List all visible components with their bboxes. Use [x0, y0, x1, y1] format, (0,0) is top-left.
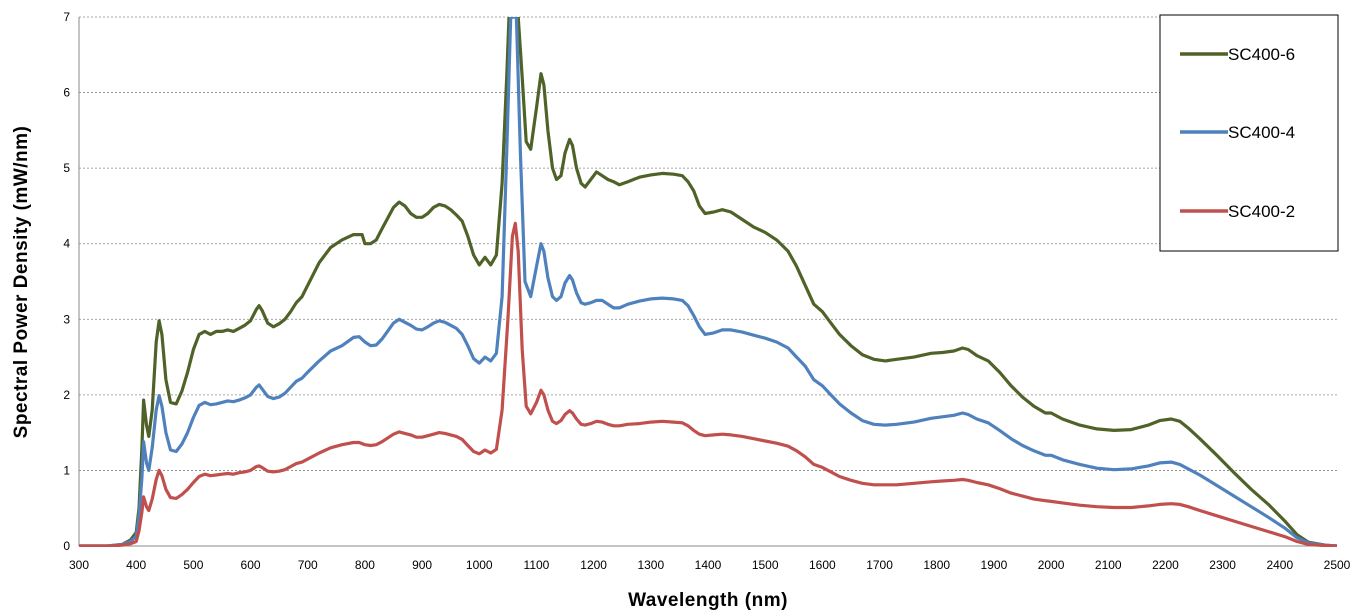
x-tick-label: 1900 — [981, 558, 1008, 572]
x-tick-label: 900 — [412, 558, 432, 572]
x-tick-label: 400 — [126, 558, 146, 572]
y-axis-title: Spectral Power Density (mW/nm) — [11, 126, 32, 439]
x-tick-label: 1300 — [637, 558, 664, 572]
x-tick-label: 1000 — [466, 558, 493, 572]
x-tick-label: 700 — [298, 558, 318, 572]
y-tick-label: 5 — [63, 161, 70, 175]
x-tick-label: 1200 — [580, 558, 607, 572]
x-tick-label: 2400 — [1266, 558, 1293, 572]
x-tick-label: 1800 — [923, 558, 950, 572]
y-tick-label: 4 — [63, 237, 70, 251]
y-tick-label: 3 — [63, 312, 70, 326]
y-tick-labels: 0 1 2 3 4 5 6 7 — [63, 10, 70, 553]
y-tick-label: 2 — [63, 388, 70, 402]
y-tick-label: 1 — [63, 463, 70, 477]
x-tick-label: 2300 — [1209, 558, 1236, 572]
axes — [78, 17, 1337, 547]
series-lines — [79, 17, 1337, 547]
legend-label-sc400-4: SC400-4 — [1228, 123, 1295, 142]
series-line-sc400-6 — [79, 17, 1337, 547]
legend: SC400-6 SC400-4 SC400-2 — [1159, 14, 1339, 252]
x-tick-label: 1400 — [695, 558, 722, 572]
x-tick-label: 1500 — [752, 558, 779, 572]
x-tick-label: 500 — [183, 558, 203, 572]
series-line-sc400-4 — [79, 17, 1337, 547]
x-axis-title: Wavelength (nm) — [628, 590, 788, 611]
legend-label-sc400-6: SC400-6 — [1228, 45, 1295, 64]
y-tick-label: 6 — [63, 86, 70, 100]
series-line-sc400-2 — [79, 221, 1337, 547]
x-tick-label: 300 — [69, 558, 89, 572]
x-tick-label: 800 — [355, 558, 375, 572]
x-tick-label: 2100 — [1095, 558, 1122, 572]
x-tick-label: 1700 — [866, 558, 893, 572]
x-tick-label: 2200 — [1152, 558, 1179, 572]
x-tick-label: 2500 — [1324, 558, 1351, 572]
legend-label-sc400-2: SC400-2 — [1228, 202, 1295, 221]
x-tick-label: 1600 — [809, 558, 836, 572]
y-tick-label: 7 — [63, 10, 70, 24]
x-tick-labels: 300 400 500 600 700 800 900 1000 1100 1200 1300 140… — [69, 558, 1351, 572]
x-tick-label: 2000 — [1038, 558, 1065, 572]
x-tick-label: 600 — [241, 558, 261, 572]
y-tick-label: 0 — [63, 539, 70, 553]
grid-lines — [79, 16, 1337, 471]
x-tick-label: 1100 — [524, 558, 550, 572]
